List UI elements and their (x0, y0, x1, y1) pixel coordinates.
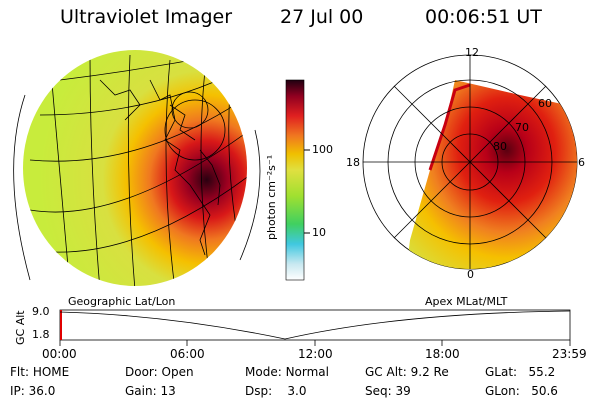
lat-label-70: 70 (515, 121, 529, 134)
status-gain: Gain: 13 (125, 384, 176, 398)
status-glon: GLon: 50.6 (485, 384, 558, 398)
xtick-1200: 12:00 (298, 347, 333, 361)
status-flt: Flt: HOME (10, 365, 70, 379)
colorbar-label-10: 10 (312, 226, 326, 239)
xtick-2359: 23:59 (552, 347, 587, 361)
status-mode: Mode: Normal (245, 365, 329, 379)
altitude-plot (59, 309, 571, 346)
app-title: Ultraviolet Imager (60, 6, 233, 28)
colorbar-scale (285, 79, 305, 281)
altitude-ticks (59, 340, 571, 346)
right-auroral-image (405, 80, 577, 269)
status-dsp: Dsp: 3.0 (245, 384, 307, 398)
altitude-ylabel: GC Alt (14, 310, 27, 345)
status-gc-alt: GC Alt: 9.2 Re (365, 365, 449, 379)
colorbar-unit: photon cm⁻²s⁻¹ (265, 154, 278, 240)
xtick-1800: 18:00 (425, 347, 460, 361)
lat-label-80: 80 (493, 140, 507, 153)
mlt-label-0: 0 (467, 268, 474, 281)
mlt-label-18: 18 (346, 156, 360, 169)
time-label: 00:06:51 UT (425, 6, 542, 28)
lat-label-60: 60 (538, 97, 552, 110)
xtick-0000: 00:00 (42, 347, 77, 361)
mlt-label-6: 6 (578, 156, 585, 169)
geographic-label: Geographic Lat/Lon (68, 295, 176, 308)
altitude-curve (59, 310, 571, 340)
mlt-label-12: 12 (465, 46, 479, 59)
status-ip: IP: 36.0 (10, 384, 56, 398)
left-auroral-image (23, 50, 247, 286)
colorbar-label-100: 100 (312, 143, 333, 156)
status-seq: Seq: 39 (365, 384, 411, 398)
xtick-0600: 06:00 (170, 347, 205, 361)
altitude-ytick-1-8: 1.8 (32, 328, 50, 341)
colorbar (285, 79, 310, 281)
date-label: 27 Jul 00 (280, 6, 364, 28)
altitude-plot-frame (59, 309, 571, 341)
status-door: Door: Open (125, 365, 194, 379)
status-glat: GLat: 55.2 (485, 365, 556, 379)
apex-label: Apex MLat/MLT (425, 295, 508, 308)
geographic-map (13, 50, 261, 286)
polar-map (362, 54, 578, 270)
polar-grid (363, 55, 577, 269)
altitude-ytick-9: 9.0 (32, 305, 50, 318)
